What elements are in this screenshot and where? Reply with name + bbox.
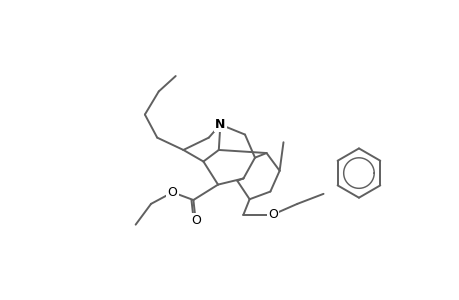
Text: O: O bbox=[168, 186, 177, 199]
Text: N: N bbox=[215, 118, 225, 131]
Text: O: O bbox=[190, 214, 200, 227]
Text: O: O bbox=[267, 208, 277, 221]
